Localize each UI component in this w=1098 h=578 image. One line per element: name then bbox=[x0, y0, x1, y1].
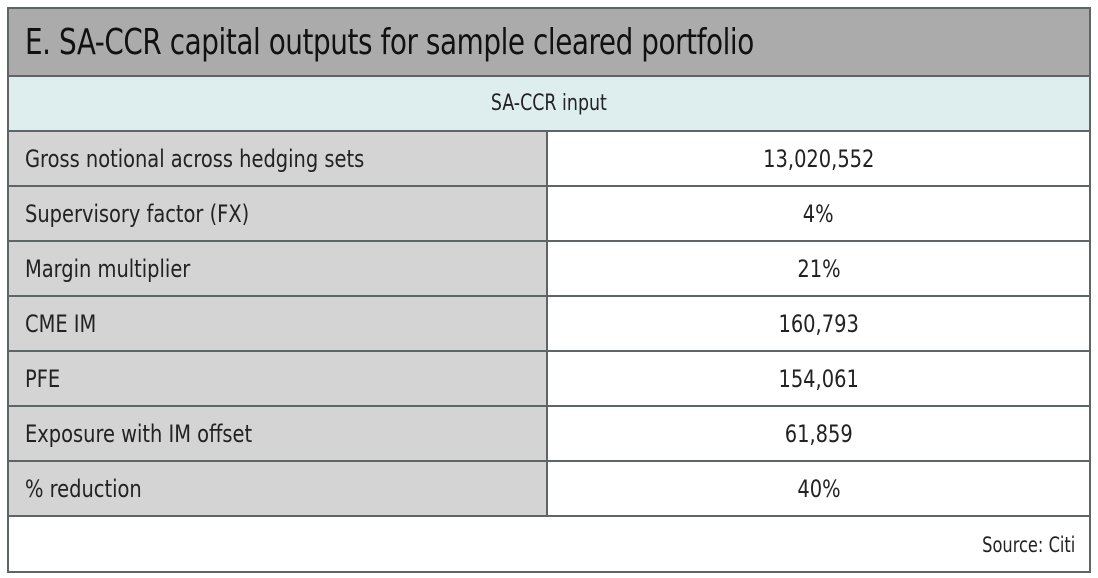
row-value-text: 4% bbox=[803, 199, 834, 228]
row-value: 21% bbox=[548, 242, 1089, 295]
table-title-text: E. SA-CCR capital outputs for sample cle… bbox=[25, 21, 754, 63]
row-label: Supervisory factor (FX) bbox=[9, 187, 548, 240]
row-label: Exposure with IM offset bbox=[9, 407, 548, 460]
row-value: 40% bbox=[548, 462, 1089, 515]
table-row: % reduction 40% bbox=[9, 462, 1089, 517]
row-label-text: Exposure with IM offset bbox=[25, 419, 253, 448]
row-value: 154,061 bbox=[548, 352, 1089, 405]
source-note: Source: Citi bbox=[9, 517, 1089, 572]
subheader-text: SA-CCR input bbox=[491, 91, 607, 116]
row-value-text: 160,793 bbox=[778, 309, 859, 338]
row-label-text: CME IM bbox=[25, 309, 97, 338]
table-row: PFE 154,061 bbox=[9, 352, 1089, 407]
row-value-text: 13,020,552 bbox=[762, 144, 875, 173]
table-row: Exposure with IM offset 61,859 bbox=[9, 407, 1089, 462]
row-label: Margin multiplier bbox=[9, 242, 548, 295]
table-frame: E. SA-CCR capital outputs for sample cle… bbox=[7, 7, 1091, 573]
table-row: Gross notional across hedging sets 13,02… bbox=[9, 132, 1089, 187]
row-value: 13,020,552 bbox=[548, 132, 1089, 185]
row-label-text: Gross notional across hedging sets bbox=[25, 144, 365, 173]
row-value-text: 61,859 bbox=[784, 419, 853, 448]
row-value: 160,793 bbox=[548, 297, 1089, 350]
row-label-text: % reduction bbox=[25, 474, 142, 503]
row-label-text: Margin multiplier bbox=[25, 254, 191, 283]
table-row: Margin multiplier 21% bbox=[9, 242, 1089, 297]
subheader: SA-CCR input bbox=[9, 77, 1089, 132]
row-value-text: 21% bbox=[796, 254, 841, 283]
row-label: Gross notional across hedging sets bbox=[9, 132, 548, 185]
source-text: Source: Citi bbox=[981, 532, 1075, 557]
row-value: 4% bbox=[548, 187, 1089, 240]
row-label: CME IM bbox=[9, 297, 548, 350]
table-row: Supervisory factor (FX) 4% bbox=[9, 187, 1089, 242]
row-label: PFE bbox=[9, 352, 548, 405]
row-value-text: 40% bbox=[796, 474, 841, 503]
table-title: E. SA-CCR capital outputs for sample cle… bbox=[9, 9, 1089, 77]
table-row: CME IM 160,793 bbox=[9, 297, 1089, 352]
row-label-text: Supervisory factor (FX) bbox=[25, 199, 250, 228]
row-value: 61,859 bbox=[548, 407, 1089, 460]
row-label-text: PFE bbox=[25, 364, 61, 393]
row-label: % reduction bbox=[9, 462, 548, 515]
row-value-text: 154,061 bbox=[778, 364, 859, 393]
